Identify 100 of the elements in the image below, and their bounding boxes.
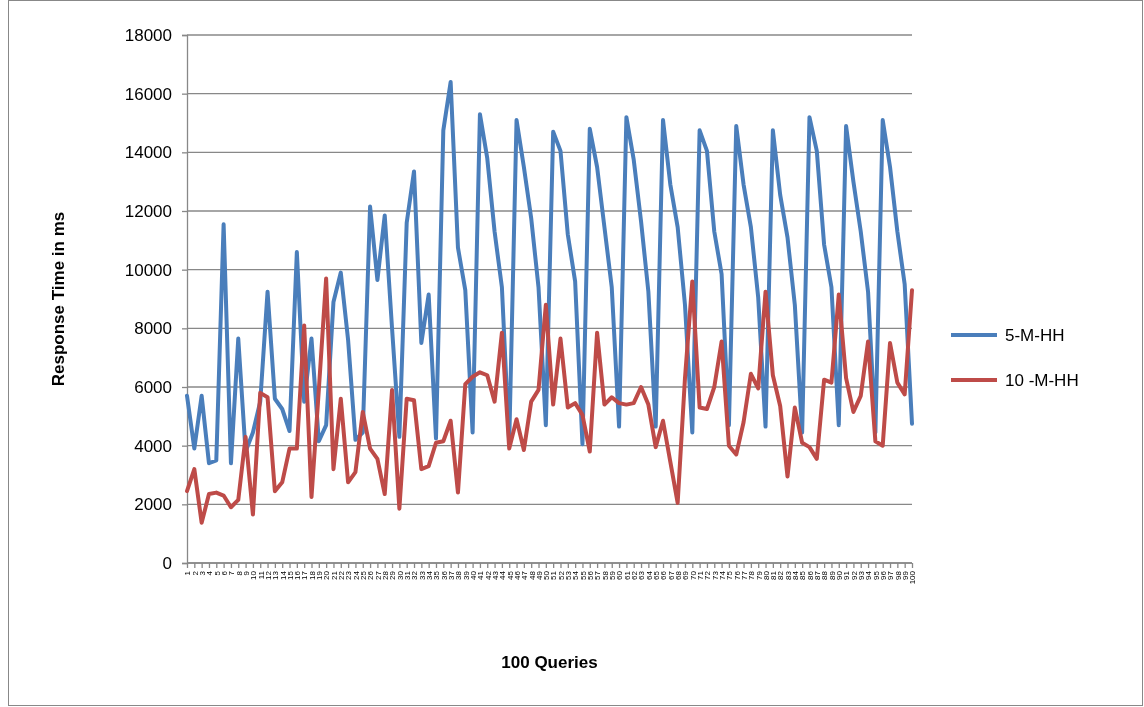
x-tick-label: 42	[483, 570, 493, 580]
x-tick-label: 74	[717, 570, 727, 580]
y-tick-label: 6000	[134, 377, 172, 397]
x-tick-label: 51	[549, 570, 559, 580]
x-tick-label: 32	[410, 570, 420, 580]
x-tick-label: 12	[263, 570, 273, 580]
x-tick-label: 93	[857, 570, 867, 580]
x-tick-label: 83	[783, 570, 793, 580]
x-tick-label: 79	[754, 570, 764, 580]
x-tick-label: 63	[637, 570, 647, 580]
x-tick-label: 38	[454, 570, 464, 580]
x-tick-label: 39	[461, 570, 471, 580]
x-tick-label: 5	[212, 570, 222, 576]
x-tick-label: 78	[747, 570, 757, 580]
x-tick-label: 94	[864, 570, 874, 580]
x-tick-label: 92	[849, 570, 859, 580]
legend-label: 10 -M-HH	[1005, 370, 1079, 390]
legend-label: 5-M-HH	[1005, 325, 1065, 345]
x-tick-label: 91	[842, 570, 852, 580]
x-tick-label: 37	[446, 570, 456, 580]
x-tick-label: 61	[622, 570, 632, 580]
x-tick-label: 20	[322, 570, 332, 580]
x-tick-label: 30	[395, 570, 405, 580]
x-tick-label: 73	[710, 570, 720, 580]
x-tick-label: 46	[512, 570, 522, 580]
x-tick-label: 75	[725, 570, 735, 580]
line-series	[185, 276, 914, 525]
y-tick-label: 8000	[134, 319, 172, 339]
x-tick-label: 47	[520, 570, 530, 580]
x-tick-label: 43	[490, 570, 500, 580]
x-tick-label: 68	[673, 570, 683, 580]
y-tick-label: 2000	[134, 495, 172, 515]
x-tick-label: 45	[505, 570, 515, 580]
x-tick-label: 71	[695, 570, 705, 580]
x-tick-label: 29	[388, 570, 398, 580]
x-tick-label: 95	[871, 570, 881, 580]
x-tick-label: 58	[600, 570, 610, 580]
x-tick-label: 67	[666, 570, 676, 580]
x-tick-label: 16	[293, 570, 303, 580]
x-tick-label: 70	[688, 570, 698, 580]
x-tick-label: 49	[534, 570, 544, 580]
x-tick-label: 21	[329, 570, 339, 580]
x-tick-label: 53	[564, 570, 574, 580]
x-tick-label: 64	[644, 570, 654, 580]
x-tick-label: 6	[219, 570, 229, 576]
x-tick-label: 98	[893, 570, 903, 580]
x-tick-label: 69	[681, 570, 691, 580]
x-tick-label: 62	[630, 570, 640, 580]
y-tick-label: 16000	[124, 84, 172, 104]
x-tick-label: 48	[527, 570, 537, 580]
x-tick-label: 24	[351, 570, 361, 580]
x-tick-label: 40	[468, 570, 478, 580]
line-series	[185, 79, 914, 466]
y-tick-label: 12000	[124, 201, 172, 221]
x-tick-label: 72	[703, 570, 713, 580]
x-tick-label: 18	[307, 570, 317, 580]
x-tick-label: 34	[424, 570, 434, 580]
x-tick-label: 54	[571, 570, 581, 580]
x-tick-label: 66	[659, 570, 669, 580]
x-tick-label: 57	[593, 570, 603, 580]
x-tick-label: 17	[300, 570, 310, 580]
x-tick-label: 3	[197, 570, 207, 576]
x-tick-label: 11	[256, 570, 266, 580]
x-tick-label: 56	[586, 570, 596, 580]
x-tick-label: 89	[827, 570, 837, 580]
x-tick-label: 28	[381, 570, 391, 580]
x-tick-label: 19	[315, 570, 325, 580]
x-tick-label: 22	[337, 570, 347, 580]
x-tick-label: 4	[205, 570, 215, 576]
x-tick-label: 87	[813, 570, 823, 580]
x-tick-label: 10	[249, 570, 259, 580]
y-tick-label: 14000	[124, 143, 172, 163]
x-tick-label: 80	[761, 570, 771, 580]
x-tick-label: 55	[578, 570, 588, 580]
x-tick-label: 82	[776, 570, 786, 580]
x-tick-label: 90	[835, 570, 845, 580]
x-tick-label: 52	[556, 570, 566, 580]
x-tick-label: 26	[366, 570, 376, 580]
x-tick-label: 41	[476, 570, 486, 580]
x-tick-label: 60	[615, 570, 625, 580]
y-axis-title: Response Time in ms	[49, 211, 68, 387]
x-tick-label: 44	[498, 570, 508, 580]
x-tick-label: 84	[791, 570, 801, 580]
x-tick-label: 99	[900, 570, 910, 580]
x-tick-label: 31	[403, 570, 412, 580]
x-tick-label: 36	[439, 570, 449, 580]
x-tick-label: 76	[732, 570, 742, 580]
x-tick-label: 9	[241, 570, 251, 576]
x-tick-label: 100	[908, 570, 918, 585]
x-tick-label: 65	[651, 570, 661, 580]
y-tick-label: 10000	[124, 260, 172, 280]
x-tick-label: 86	[805, 570, 815, 580]
x-tick-label: 25	[359, 570, 369, 580]
y-tick-label: 0	[162, 553, 172, 573]
x-tick-label: 35	[432, 570, 442, 580]
x-tick-label: 50	[542, 570, 552, 580]
x-tick-label: 81	[769, 570, 779, 580]
x-axis-title: 100 Queries	[501, 653, 598, 672]
x-tick-label: 96	[879, 570, 889, 580]
x-tick-label: 8	[234, 570, 244, 576]
